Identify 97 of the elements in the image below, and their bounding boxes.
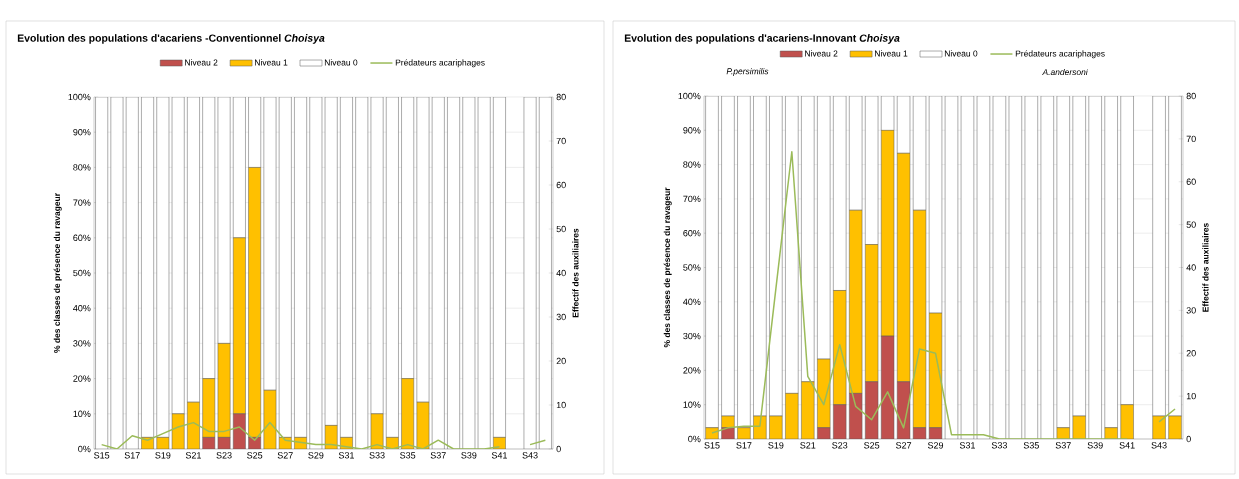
x-tick-label: S21 <box>185 452 201 459</box>
y-tick-label: 10% <box>683 401 701 408</box>
x-tick-label: S33 <box>369 452 385 459</box>
y-tick-label: 80% <box>683 161 701 168</box>
y-tick-label: 50% <box>73 269 91 277</box>
legend-label: Niveau 2 <box>805 50 838 57</box>
y2-tick-label: 0 <box>1186 435 1191 443</box>
y-tick-label: 80% <box>73 164 91 171</box>
x-tick-label: S17 <box>736 442 752 449</box>
x-tick-label: S29 <box>927 442 944 449</box>
y-tick-label: 70% <box>73 199 91 206</box>
legend-label: Prédateurs acariphages <box>1015 50 1105 59</box>
x-tick-label: S41 <box>491 452 507 459</box>
x-tick-label: S31 <box>338 452 354 459</box>
x-tick-label: S27 <box>896 442 912 449</box>
x-tick-label: S43 <box>1151 442 1167 449</box>
y2-tick-label: 60 <box>556 181 566 189</box>
text: P.persimilis <box>726 68 769 76</box>
bar <box>1040 96 1054 439</box>
y2-tick-label: 50 <box>556 225 566 233</box>
x-tick-label: S39 <box>1087 442 1103 449</box>
y2-axis-title: Effectif des auxiliaires <box>572 228 579 318</box>
bar <box>785 393 799 439</box>
legend-label: Niveau 0 <box>944 50 978 57</box>
y2-tick-label: 40 <box>1186 264 1196 271</box>
bar <box>1008 96 1022 439</box>
y2-axis-title: Effectif des auxiliaires <box>1202 223 1209 312</box>
x-tick-label: S35 <box>400 452 416 459</box>
y-tick-label: 10% <box>73 410 91 417</box>
legend-label: Prédateurs acariphages <box>395 59 485 68</box>
y2-tick-label: 0 <box>556 445 561 453</box>
y-tick-label: 30% <box>683 332 701 340</box>
y-tick-label: 90% <box>683 127 701 134</box>
y2-tick-label: 20 <box>1186 350 1196 357</box>
x-tick-label: S43 <box>522 452 538 459</box>
legend-label: Niveau 2 <box>185 59 218 66</box>
legend-label: Niveau 0 <box>324 59 358 66</box>
y-tick-label: 0% <box>688 435 701 443</box>
y2-tick-label: 10 <box>556 401 566 409</box>
y-tick-label: 0% <box>78 445 91 453</box>
y-tick-label: 60% <box>683 230 701 237</box>
y-tick-label: 40% <box>73 305 91 312</box>
x-tick-label: S37 <box>430 452 446 459</box>
bar <box>1024 96 1038 439</box>
x-tick-label: S15 <box>94 452 110 459</box>
y-tick-label: 20% <box>73 375 91 382</box>
legend-label: Niveau 1 <box>875 50 908 57</box>
y2-tick-label: 10 <box>1186 392 1196 400</box>
x-tick-label: S27 <box>277 452 293 459</box>
y2-tick-label: 30 <box>1186 307 1196 314</box>
y2-tick-label: 50 <box>1186 221 1196 228</box>
y-tick-label: 100% <box>68 93 91 101</box>
x-tick-label: S23 <box>216 452 232 459</box>
y2-tick-label: 70 <box>1186 135 1196 143</box>
x-tick-label: S19 <box>768 442 784 449</box>
y-axis-title: % des classes de présence du ravageur <box>663 187 672 348</box>
y-tick-label: 20% <box>683 367 701 374</box>
x-tick-label: S21 <box>800 442 816 449</box>
x-tick-label: S39 <box>461 452 477 459</box>
x-tick-label: S33 <box>991 442 1007 449</box>
y-axis-title: % des classes de présence du ravageur <box>53 193 62 353</box>
y-tick-label: 40% <box>683 298 701 305</box>
y2-tick-label: 20 <box>556 357 566 365</box>
y-tick-label: 100% <box>678 92 701 100</box>
x-tick-label: S15 <box>704 442 720 449</box>
bar <box>447 97 460 449</box>
y2-tick-label: 60 <box>1186 178 1196 185</box>
y-tick-label: 70% <box>683 195 701 203</box>
x-tick-label: S25 <box>864 442 880 449</box>
chart-title: Evolution des populations d'acariens-Innovant Choisya <box>624 34 900 44</box>
legend-label: Niveau 1 <box>255 59 288 66</box>
x-tick-label: S37 <box>1055 442 1071 449</box>
bar <box>1088 96 1102 439</box>
y2-tick-label: 30 <box>556 313 566 321</box>
bar <box>801 381 815 439</box>
x-tick-label: S25 <box>247 452 263 459</box>
bar <box>976 96 991 439</box>
y2-tick-label: 40 <box>556 269 566 277</box>
x-tick-label: S29 <box>308 452 324 459</box>
y-tick-label: 60% <box>73 234 91 241</box>
y-tick-label: 50% <box>683 264 701 271</box>
x-tick-label: S41 <box>1119 442 1135 449</box>
y-tick-label: 90% <box>73 129 91 136</box>
y2-tick-label: 80 <box>1186 92 1196 100</box>
text: A.andersoni <box>1042 68 1088 76</box>
x-tick-label: S23 <box>832 442 848 449</box>
bar <box>992 96 1007 439</box>
x-tick-label: S35 <box>1023 442 1039 449</box>
x-tick-label: S17 <box>124 452 140 459</box>
x-tick-label: S31 <box>959 442 975 449</box>
y-tick-label: 30% <box>73 340 91 347</box>
bar <box>1120 404 1134 439</box>
y2-tick-label: 70 <box>556 137 566 145</box>
y2-tick-label: 80 <box>556 93 566 101</box>
bar <box>523 97 537 449</box>
chart-title: Evolution des populations d'acariens -Conventionnel Choisya <box>17 34 325 44</box>
x-tick-label: S19 <box>155 452 171 459</box>
